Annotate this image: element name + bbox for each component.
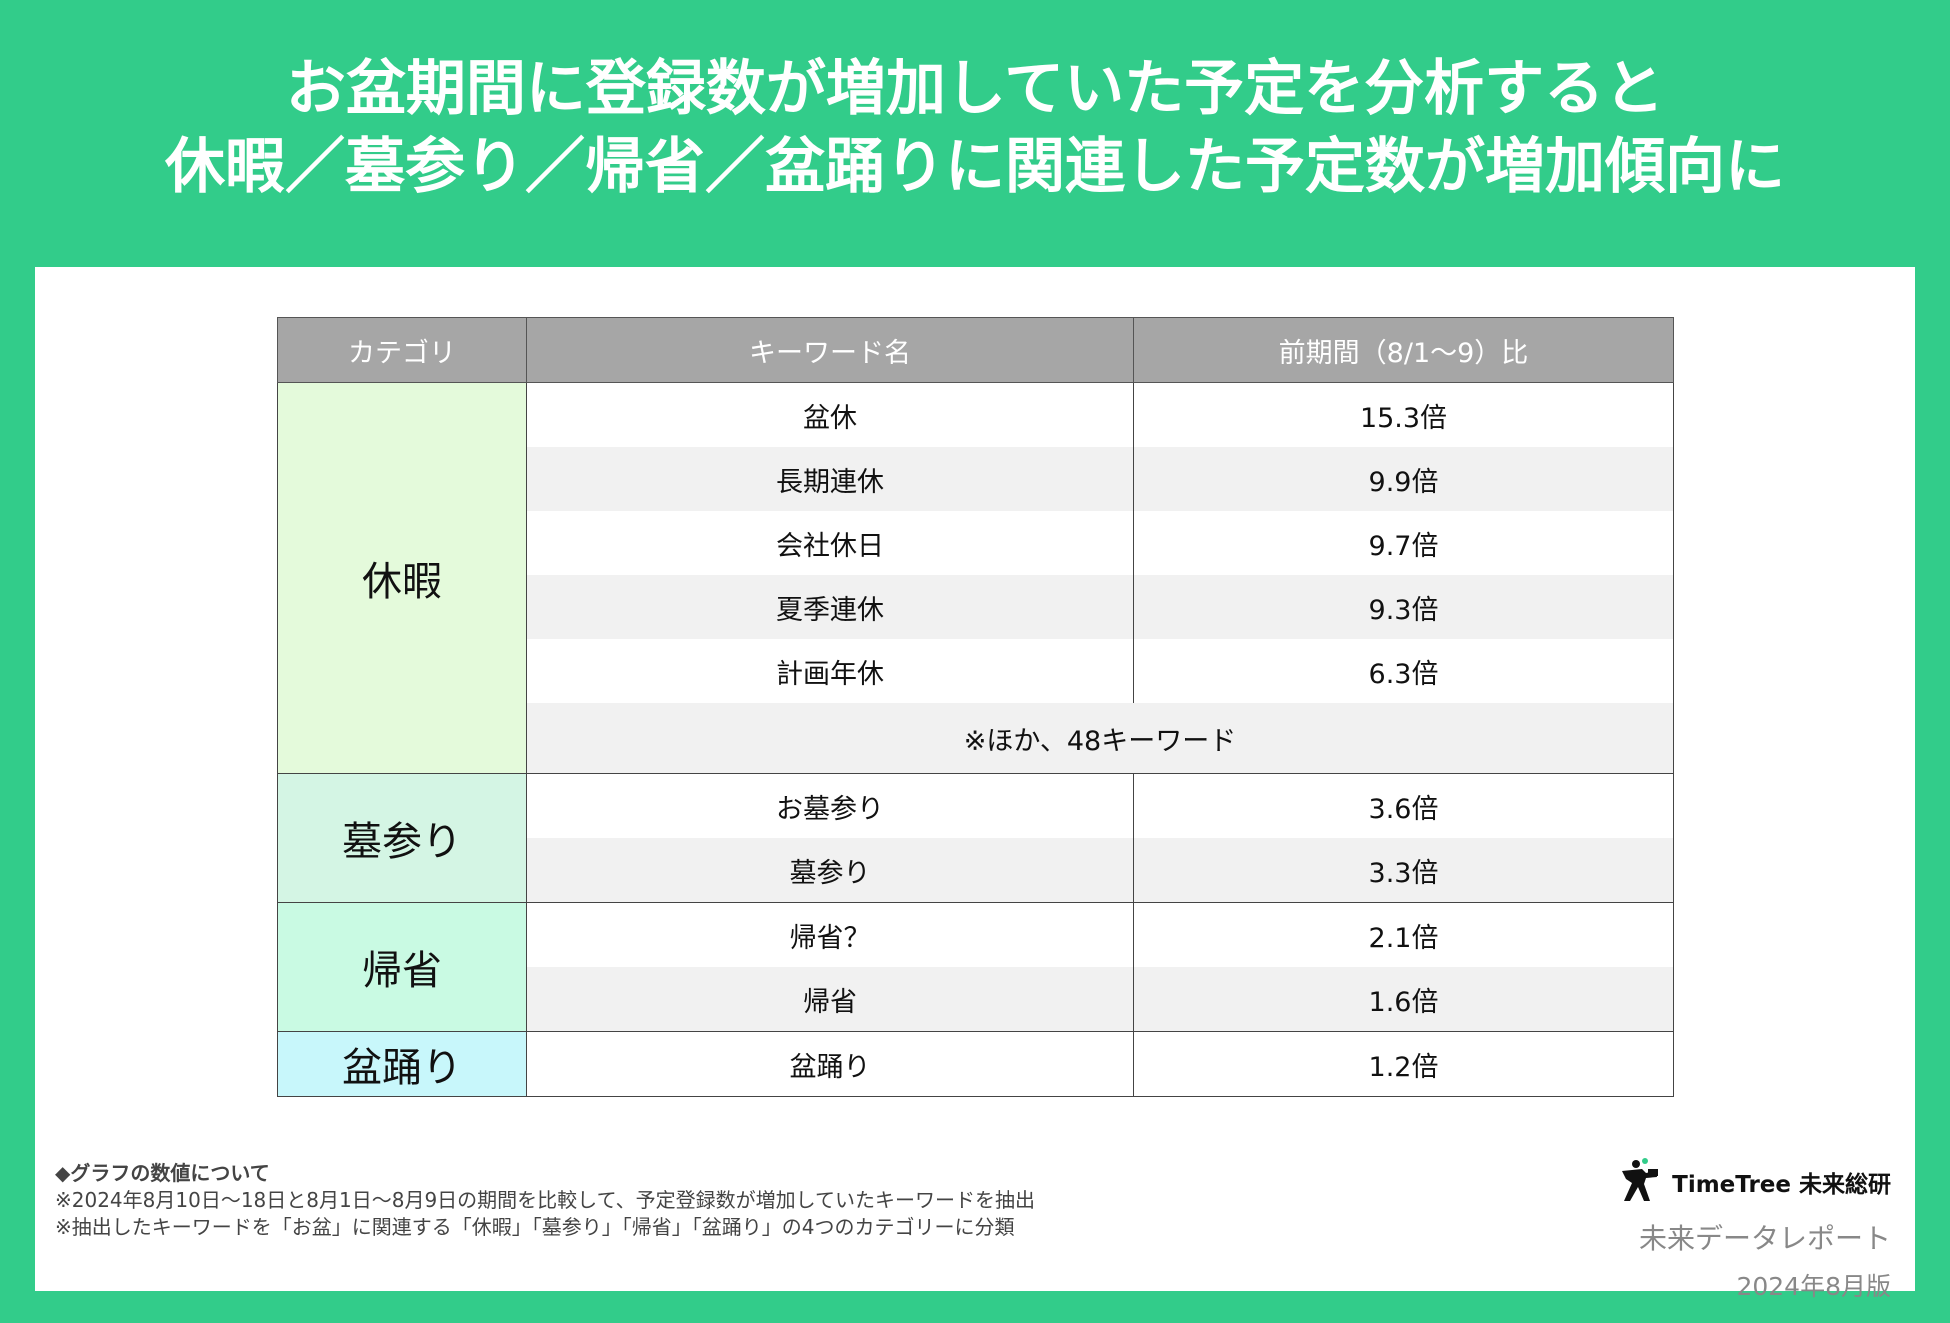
photographer-silhouette-icon [1616, 1157, 1662, 1207]
keyword-cell: 帰省？ [526, 902, 1134, 967]
ratio-cell: 3.6倍 [1133, 773, 1674, 838]
table-row: 盆踊り 盆踊り 1.2倍 [277, 1031, 1674, 1097]
keyword-cell: 墓参り [526, 838, 1134, 903]
table-row: 墓参り お墓参り 3.6倍 [277, 773, 1674, 903]
ratio-cell: 3.3倍 [1133, 838, 1674, 903]
header-ratio: 前期間（8/1〜9）比 [1133, 317, 1674, 383]
report-edition: 2024年8月版 [1736, 1272, 1891, 1301]
data-notes: ◆グラフの数値について ※2024年8月10日〜18日と8月1日〜8月9日の期間… [55, 1160, 1035, 1241]
brand-logo-text: TimeTree 未来総研 [1672, 1172, 1891, 1198]
table-row: 計画年休 6.3倍 [278, 639, 1674, 703]
brand-block: TimeTree 未来総研 未来データレポート 2024年8月版 [1616, 1157, 1891, 1303]
header-category: カテゴリ [277, 317, 527, 383]
other-keywords-note: ※ほか、48キーワード [526, 703, 1674, 774]
keyword-cell: 会社休日 [526, 511, 1134, 575]
report-name: 未来データレポート [1638, 1222, 1891, 1255]
header-keyword: キーワード名 [526, 317, 1134, 383]
ratio-cell: 1.2倍 [1133, 1031, 1674, 1097]
keyword-cell: お墓参り [526, 773, 1134, 838]
table-row-other: ※ほか、48キーワード [278, 703, 1674, 774]
category-cell-haka: 墓参り [277, 773, 527, 903]
keyword-table: カテゴリ キーワード名 前期間（8/1〜9）比 休暇 盆休 15.3倍 長期連休… [277, 317, 1674, 1097]
table-header-row: カテゴリ キーワード名 前期間（8/1〜9）比 [277, 317, 1674, 383]
category-cell-kyuka: 休暇 [277, 382, 527, 774]
ratio-cell: 6.3倍 [1133, 639, 1674, 703]
ratio-cell: 2.1倍 [1133, 902, 1674, 967]
title-line-2: 休暇／墓参り／帰省／盆踊りに関連した予定数が増加傾向に [165, 132, 1785, 202]
ratio-cell: 1.6倍 [1133, 967, 1674, 1032]
keyword-cell: 盆休 [526, 382, 1134, 447]
notes-line-1: ※2024年8月10日〜18日と8月1日〜8月9日の期間を比較して、予定登録数が… [55, 1188, 1035, 1212]
keyword-cell: 計画年休 [526, 639, 1134, 703]
ratio-cell: 15.3倍 [1133, 382, 1674, 447]
notes-title: ◆グラフの数値について [55, 1161, 270, 1185]
notes-line-2: ※抽出したキーワードを「お盆」に関連する「休暇」「墓参り」「帰省」「盆踊り」の4… [55, 1215, 1015, 1239]
table-row: 帰省 帰省？ 2.1倍 [277, 902, 1674, 1032]
title-line-1: お盆期間に登録数が増加していた予定を分析すると [285, 54, 1665, 124]
ratio-cell: 9.3倍 [1133, 575, 1674, 639]
ratio-cell: 9.9倍 [1133, 447, 1674, 511]
category-cell-kisei: 帰省 [277, 902, 527, 1032]
keyword-cell: 長期連休 [526, 447, 1134, 511]
keyword-cell: 夏季連休 [526, 575, 1134, 639]
content-panel: カテゴリ キーワード名 前期間（8/1〜9）比 休暇 盆休 15.3倍 長期連休… [35, 267, 1915, 1301]
table-row: 墓参り 3.3倍 [278, 838, 1674, 903]
table-row: 休暇 盆休 15.3倍 [277, 382, 1674, 774]
category-cell-bon: 盆踊り [277, 1031, 527, 1097]
brand-logo: TimeTree 未来総研 [1616, 1157, 1891, 1207]
keyword-cell: 帰省 [526, 967, 1134, 1032]
table-row: 会社休日 9.7倍 [278, 511, 1674, 575]
page-title: お盆期間に登録数が増加していた予定を分析すると 休暇／墓参り／帰省／盆踊りに関連… [0, 50, 1950, 206]
table-row: 長期連休 9.9倍 [278, 447, 1674, 511]
table-row: 帰省 1.6倍 [278, 967, 1674, 1032]
table-row: 夏季連休 9.3倍 [278, 575, 1674, 639]
keyword-cell: 盆踊り [526, 1031, 1134, 1097]
ratio-cell: 9.7倍 [1133, 511, 1674, 575]
